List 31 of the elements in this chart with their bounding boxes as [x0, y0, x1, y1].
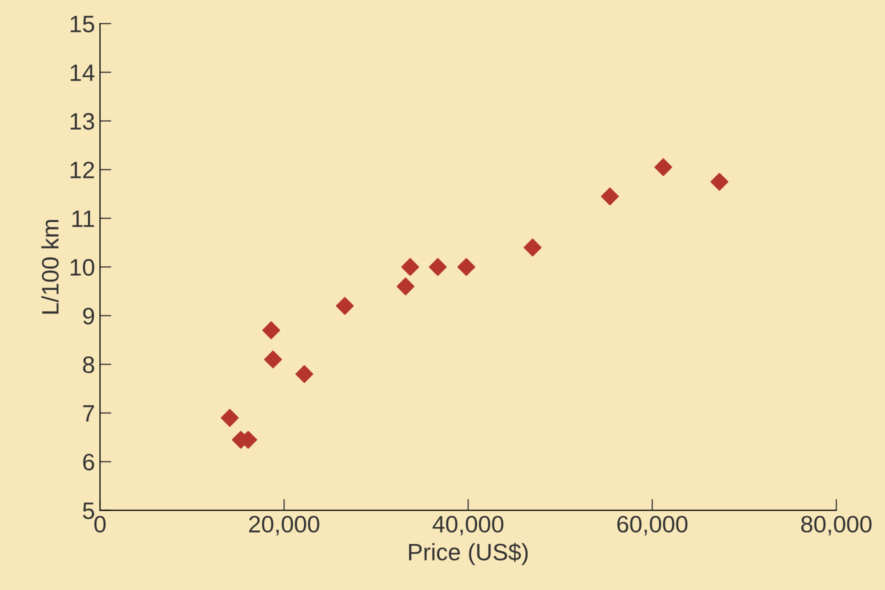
y-axis-title: L/100 km — [41, 220, 59, 314]
point — [262, 321, 280, 340]
point — [401, 258, 420, 276]
x-tick-label: 40,000 — [432, 516, 504, 536]
x-tick-label: 60,000 — [617, 516, 688, 536]
point — [295, 365, 314, 383]
y-tick-label: 15 — [70, 16, 94, 32]
y-tick-label: 13 — [70, 113, 94, 130]
y-tick-label: 14 — [70, 64, 94, 81]
y-tick-label: 6 — [83, 454, 94, 470]
y-tick-label: 8 — [83, 356, 94, 374]
point — [336, 297, 354, 315]
point — [396, 278, 414, 296]
point — [457, 258, 476, 276]
x-tick-label: 80,000 — [801, 516, 872, 536]
point — [264, 350, 282, 368]
point — [600, 187, 619, 206]
y-tick-label: 11 — [72, 210, 94, 227]
x-tick-label: 20,000 — [249, 516, 320, 536]
y-tick-label: 7 — [83, 405, 94, 422]
point — [220, 408, 239, 427]
x-tick-label: 0 — [94, 516, 106, 533]
point — [428, 258, 447, 276]
y-tick-label: 12 — [70, 162, 94, 178]
x-axis-title: Price (US$) — [409, 542, 528, 566]
y-tick-label: 5 — [82, 502, 94, 520]
y-tick-label: 10 — [70, 259, 94, 276]
y-tick-label: 9 — [83, 308, 94, 324]
point — [524, 238, 542, 256]
point — [710, 172, 728, 191]
point — [654, 158, 672, 176]
